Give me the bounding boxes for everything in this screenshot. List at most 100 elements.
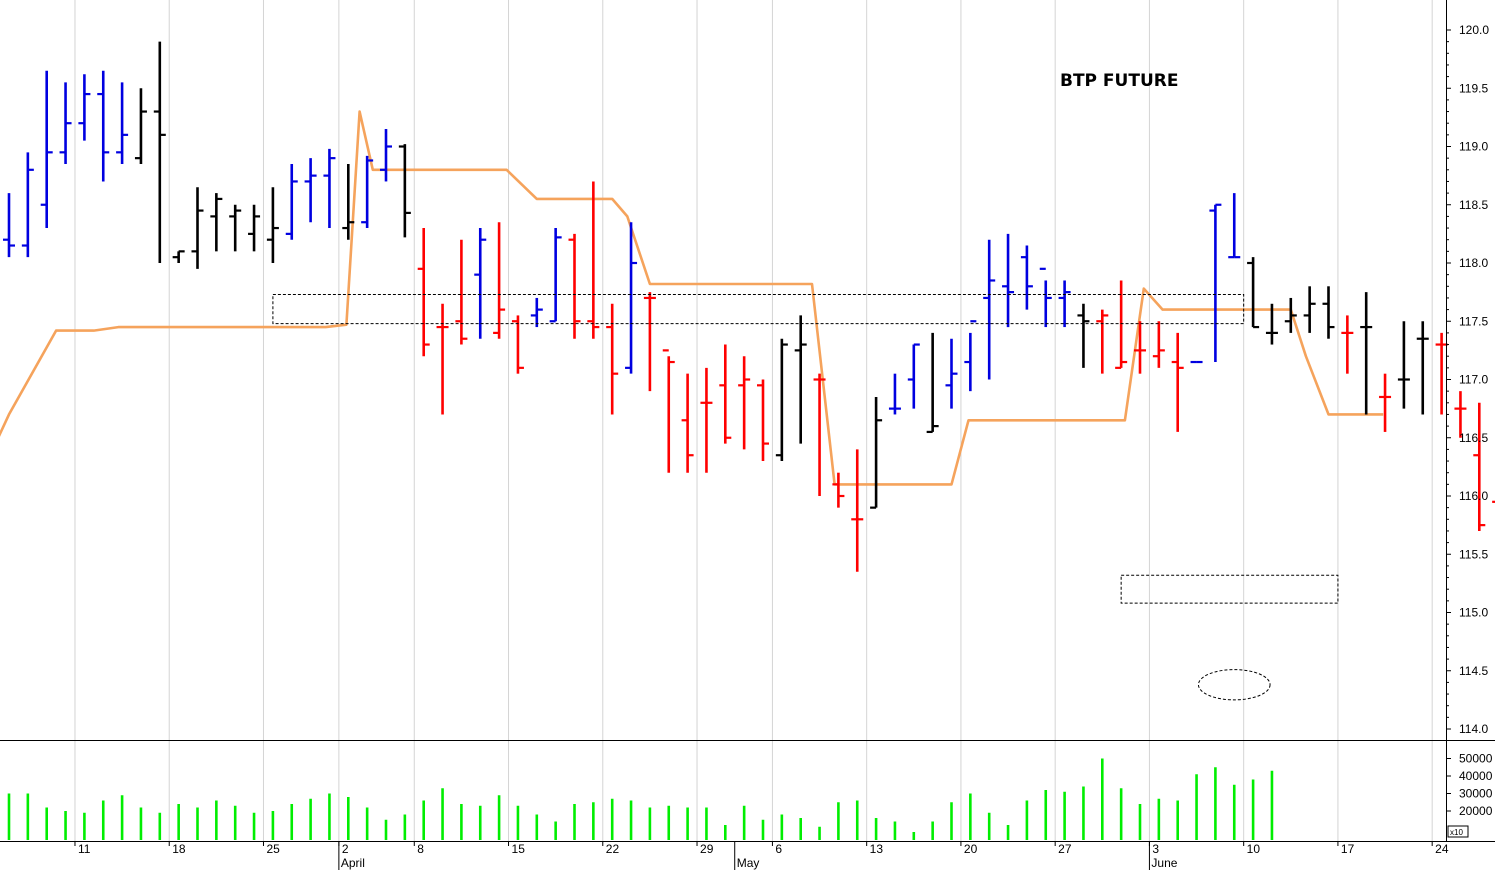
ohlc-bar [530, 297, 543, 328]
date-tick-label: 13 [870, 842, 884, 856]
month-tick-label: April [341, 856, 365, 870]
ohlc-bar [1247, 257, 1260, 329]
ohlc-bar [493, 222, 506, 339]
ohlc-bar [1039, 267, 1052, 328]
month-tick-label: June [1151, 856, 1177, 870]
ohlc-bar [606, 303, 619, 415]
ohlc-bar [1002, 233, 1015, 328]
price-tick-label: 116.5 [1459, 431, 1488, 445]
ohlc-bar [59, 82, 72, 164]
date-tick-label: 17 [1341, 842, 1355, 856]
ohlc-bar [436, 303, 449, 415]
ohlc-bar [870, 396, 883, 509]
volume-tick-label: 40000 [1459, 769, 1493, 783]
ohlc-bar [1360, 292, 1373, 415]
ohlc-bar [1134, 321, 1146, 374]
ohlc-bar [757, 379, 769, 462]
ohlc-bar [342, 163, 355, 240]
ohlc-bar [549, 228, 562, 323]
ohlc-bar [1209, 203, 1222, 363]
ohlc-bar [153, 41, 166, 263]
ohlc-bar [851, 449, 864, 572]
price-tick-label: 114.0 [1459, 722, 1488, 736]
ohlc-bar [1020, 245, 1033, 310]
ohlc-bar [681, 373, 694, 473]
ohlc-bar [417, 228, 430, 357]
ohlc-bar [229, 204, 242, 252]
ohlc-bar [266, 187, 279, 263]
volume-unit-box [1447, 825, 1469, 838]
date-tick-label: 10 [1247, 842, 1261, 856]
ohlc-bar [662, 349, 675, 473]
ohlc-bar [568, 233, 581, 339]
ohlc-bar [1265, 303, 1278, 345]
ohlc-bar [794, 315, 807, 444]
ohlc-bar [1435, 332, 1448, 415]
price-tick-label: 117.5 [1459, 314, 1488, 328]
volume-tick-label: 50000 [1459, 752, 1493, 766]
date-tick-label: 18 [172, 842, 186, 856]
date-tick-label: 3 [1152, 842, 1159, 856]
ohlc-bar [1492, 500, 1495, 503]
date-tick-label: 22 [606, 842, 620, 856]
price-tick-label: 118.5 [1459, 198, 1488, 212]
ohlc-bar [738, 356, 751, 450]
price-tick-label: 114.5 [1459, 664, 1488, 678]
ohlc-bar [1284, 297, 1297, 333]
ohlc-bar [1171, 332, 1184, 432]
ohlc-bar [964, 320, 977, 392]
date-tick-label: 2 [342, 842, 349, 856]
price-tick-label: 115.0 [1459, 606, 1488, 620]
ohlc-bar [361, 155, 374, 229]
chart-title: BTP FUTURE [1060, 71, 1178, 91]
price-tick-label: 118.0 [1459, 256, 1488, 270]
grid-layer [74, 0, 1433, 841]
ohlc-bar [625, 222, 638, 374]
ohlc-bar [248, 204, 261, 252]
ohlc-bar [3, 193, 15, 258]
price-tick-label: 119.0 [1459, 140, 1488, 154]
date-tick-label: 11 [78, 842, 91, 856]
ohlc-bar [945, 338, 958, 409]
annotation-rectangle [1120, 574, 1339, 604]
ohlc-bar [116, 82, 129, 164]
ohlc-bar [511, 315, 524, 374]
ohlc-bar [1190, 360, 1203, 364]
annotation-layer [272, 293, 1339, 701]
ohlc-bar [1341, 315, 1354, 374]
ohlc-bar [172, 250, 185, 263]
ohlc-bar [78, 74, 91, 141]
date-tick-label: 15 [512, 842, 526, 856]
ohlc-bar [1397, 321, 1410, 409]
ohlc-bar [983, 239, 996, 380]
ohlc-bar [719, 344, 732, 444]
ohlc-bar [134, 88, 147, 164]
date-tick-label: 29 [700, 842, 714, 856]
date-tick-label: 8 [417, 842, 424, 856]
ohlc-bar [97, 70, 110, 182]
date-tick-label: 27 [1058, 842, 1072, 856]
ohlc-bar [832, 472, 845, 508]
ohlc-bar [1077, 303, 1090, 368]
volume-unit-label: x10 [1450, 828, 1463, 837]
ohlc-bar [1096, 309, 1109, 374]
price-tick-label: 115.5 [1459, 547, 1488, 561]
ohlc-bar [907, 343, 920, 409]
volume-bars-layer [7, 758, 1274, 840]
ohlc-bar [285, 163, 298, 240]
ohlc-bar [888, 373, 901, 415]
stop-line [0, 110, 1384, 486]
ohlc-bar [775, 338, 788, 462]
ohlc-bar [1473, 402, 1486, 531]
ohlc-bar [813, 373, 826, 496]
ohlc-bar [1416, 321, 1429, 415]
ohlc-bar [323, 148, 336, 229]
date-tick-label: 20 [964, 842, 978, 856]
annotation-ellipse [1197, 669, 1271, 701]
ohlc-bar [474, 228, 487, 339]
volume-tick-label: 30000 [1459, 787, 1493, 801]
volume-tick-label: 20000 [1459, 804, 1493, 818]
price-tick-label: 116.0 [1459, 489, 1488, 503]
